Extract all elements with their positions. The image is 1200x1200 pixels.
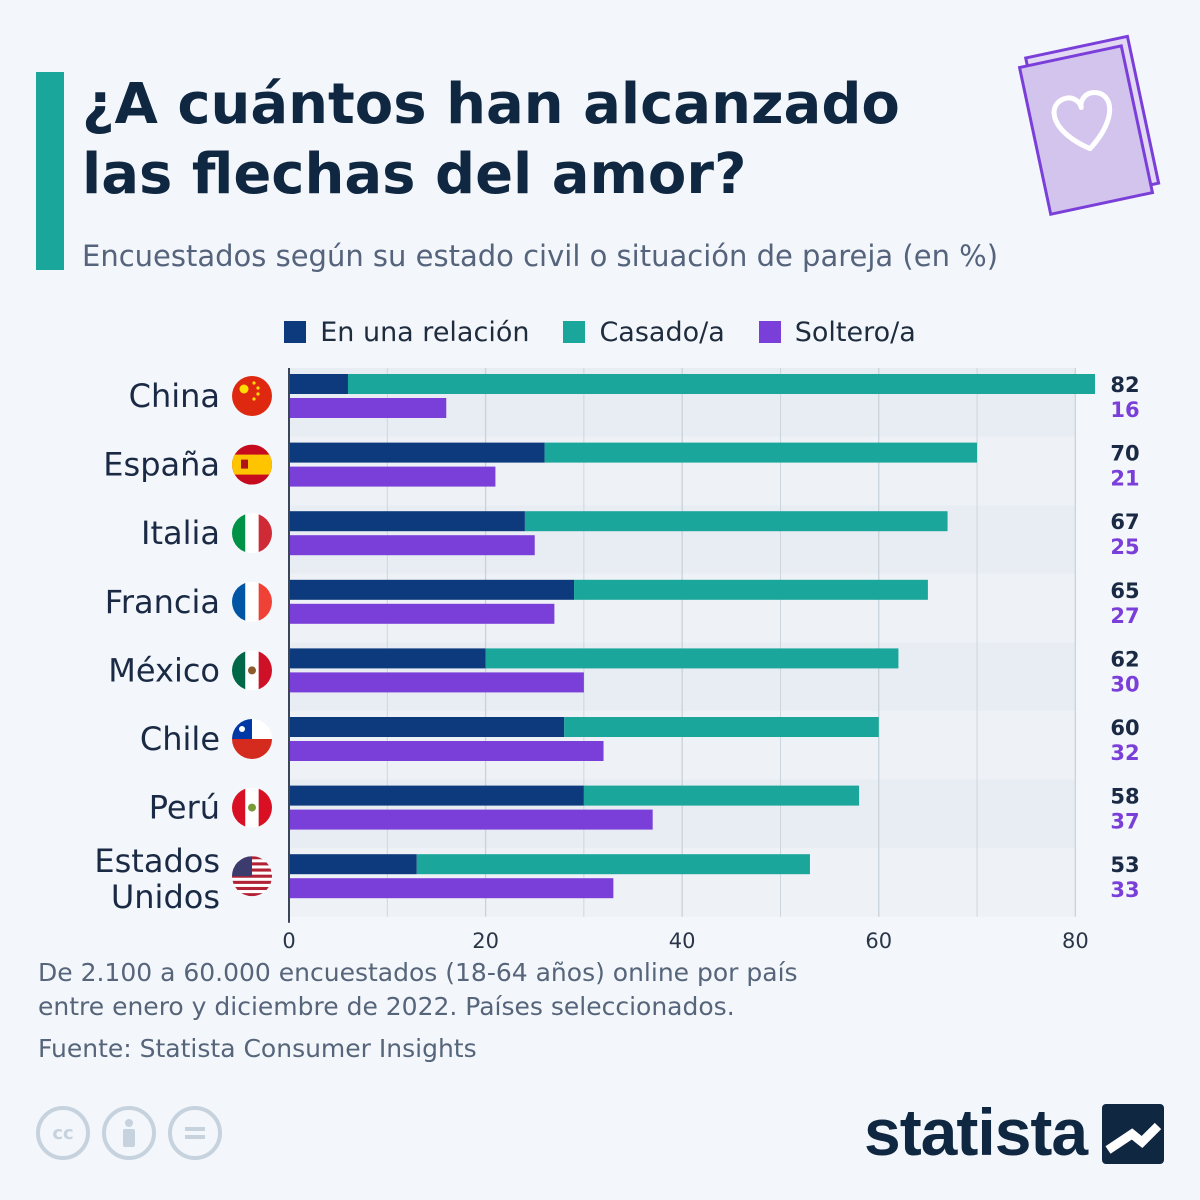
category-label: Perú — [149, 789, 220, 827]
bar-relacion — [289, 374, 348, 394]
methodology-note: De 2.100 a 60.000 encuestados (18-64 año… — [38, 956, 938, 1024]
bar-casado — [574, 579, 928, 600]
bar-soltero — [289, 741, 604, 761]
bar-casado — [485, 648, 899, 669]
x-tick-label: 40 — [669, 929, 696, 953]
love-letter-icon — [1017, 34, 1161, 217]
x-tick-label: 80 — [1062, 929, 1089, 953]
legend-item-relacion: En una relación — [284, 317, 529, 348]
data-label-soltero: 37 — [1110, 810, 1139, 834]
attribution-icon[interactable] — [102, 1106, 156, 1160]
bar-soltero — [289, 672, 584, 693]
category-label: China — [129, 377, 220, 415]
bar-soltero — [289, 603, 555, 624]
spain-flag-icon — [232, 444, 272, 485]
category-label: Italia — [141, 514, 220, 552]
bar-soltero — [289, 466, 496, 487]
data-label-total: 53 — [1110, 853, 1139, 877]
bar-soltero — [289, 809, 653, 830]
peru-flag-icon — [232, 787, 272, 828]
bar-casado — [416, 854, 810, 875]
legend-swatch-relacion — [284, 321, 307, 343]
category-label: Estados — [94, 842, 220, 880]
italy-flag-icon — [232, 513, 272, 554]
bar-soltero — [289, 878, 614, 899]
bar-soltero — [289, 535, 535, 556]
bar-relacion — [289, 785, 584, 806]
data-label-total: 65 — [1110, 579, 1139, 603]
mexico-flag-icon — [232, 650, 272, 691]
data-label-total: 58 — [1110, 785, 1139, 809]
bar-relacion — [289, 717, 565, 737]
data-label-soltero: 32 — [1110, 741, 1139, 765]
legend-swatch-casado — [563, 321, 586, 343]
bar-casado — [564, 717, 879, 737]
chile-flag-icon — [232, 719, 272, 759]
legend-item-soltero: Soltero/a — [758, 316, 916, 348]
bar-relacion — [289, 511, 525, 532]
methodology-note-line1: De 2.100 a 60.000 encuestados (18-64 año… — [38, 958, 798, 987]
data-label-total: 60 — [1110, 716, 1139, 740]
data-label-total: 62 — [1110, 647, 1139, 671]
bar-relacion — [289, 648, 486, 669]
x-tick-label: 0 — [282, 929, 295, 953]
page-title: ¿A cuántos han alcanzado las flechas del… — [82, 72, 900, 207]
bar-relacion — [289, 442, 545, 463]
legend-label-casado: Casado/a — [599, 316, 725, 348]
category-label: Chile — [140, 720, 220, 758]
title-accent-bar — [36, 72, 64, 270]
legend-swatch-soltero — [758, 321, 781, 343]
data-label-soltero: 16 — [1110, 398, 1139, 422]
legend-label-relacion: En una relación — [320, 316, 530, 348]
france-flag-icon — [232, 581, 272, 622]
china-flag-icon — [232, 376, 272, 416]
legend-label-soltero: Soltero/a — [794, 316, 916, 348]
data-label-soltero: 25 — [1110, 535, 1139, 559]
creative-commons-icon[interactable]: cc — [36, 1106, 90, 1160]
category-label: España — [103, 446, 220, 484]
bar-casado — [583, 785, 860, 806]
data-label-total: 70 — [1110, 442, 1139, 466]
data-label-soltero: 27 — [1110, 604, 1139, 628]
x-tick-label: 60 — [865, 929, 892, 953]
bar-casado — [544, 442, 978, 463]
source-text: Fuente: Statista Consumer Insights — [38, 1034, 477, 1063]
data-label-total: 82 — [1110, 373, 1139, 397]
bar-casado — [347, 374, 1096, 394]
no-derivatives-icon[interactable] — [168, 1106, 222, 1160]
bar-casado — [524, 511, 948, 532]
data-label-soltero: 21 — [1110, 467, 1139, 491]
data-label-total: 67 — [1110, 510, 1139, 534]
data-label-soltero: 30 — [1110, 672, 1139, 696]
x-tick-label: 20 — [472, 929, 499, 953]
license-icons: cc — [36, 1106, 222, 1160]
legend-item-casado: Casado/a — [563, 316, 725, 348]
bar-soltero — [289, 398, 447, 418]
bar-relacion — [289, 579, 575, 600]
bar-relacion — [289, 854, 417, 875]
statista-logo-icon[interactable] — [1102, 1104, 1164, 1164]
data-label-soltero: 33 — [1110, 878, 1139, 902]
methodology-note-line2: entre enero y diciembre de 2022. Países … — [38, 992, 735, 1021]
chart-legend: En una relación Casado/a Soltero/a — [0, 310, 1200, 354]
category-label: Unidos — [111, 878, 220, 916]
category-label: Francia — [105, 583, 220, 621]
page-subtitle: Encuestados según su estado civil o situ… — [82, 239, 999, 273]
statista-logo-text[interactable]: statista — [864, 1095, 1088, 1169]
usa-flag-icon — [232, 856, 272, 897]
category-label: México — [108, 651, 220, 689]
